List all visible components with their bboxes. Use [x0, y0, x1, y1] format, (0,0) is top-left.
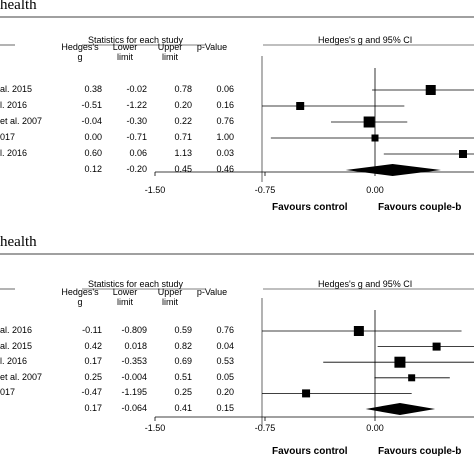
forest-plot-2: health Statistics for each study Hedges's …: [0, 234, 474, 474]
study-upper: 0.82: [174, 340, 192, 351]
study-g: -0.11: [82, 325, 102, 335]
study-p: 0.05: [216, 371, 234, 382]
study-p: 1.00: [216, 132, 234, 142]
study-p: 0.76: [216, 325, 234, 335]
study-label: et al. 2007: [0, 371, 43, 382]
study-g: 0.38: [84, 84, 102, 94]
plot-header: Hedges's g and 95% CI: [318, 35, 413, 45]
forest-svg: [0, 16, 474, 182]
column-header-p: p-Value: [196, 42, 228, 52]
summary-diamond: [365, 403, 436, 415]
effect-marker: [302, 389, 311, 398]
study-upper: 0.78: [174, 84, 192, 94]
study-label: al. 2016: [0, 325, 33, 335]
study-g: 0.00: [84, 132, 102, 142]
column-header-upper: Upper limit: [157, 42, 183, 62]
forest-svg: [0, 253, 474, 428]
study-p: 0.16: [216, 100, 234, 110]
study-g: -0.47: [81, 387, 102, 398]
summary-upper: 0.41: [174, 403, 192, 413]
study-lower: -0.353: [121, 356, 147, 367]
summary-upper: 0.45: [174, 164, 192, 174]
section-title: health: [0, 234, 37, 250]
study-p: 0.53: [216, 356, 234, 367]
x-tick-label: -1.50: [144, 185, 166, 195]
study-g: -0.04: [81, 116, 102, 126]
study-upper: 0.59: [174, 325, 192, 335]
study-lower: -1.195: [121, 387, 147, 398]
study-g: 0.60: [84, 148, 102, 158]
x-tick-label: 0.00: [366, 185, 384, 195]
effect-marker: [394, 356, 406, 368]
favours-treatment: Favours couple-b: [378, 202, 462, 213]
study-lower: -1.22: [126, 100, 147, 110]
study-upper: 0.20: [174, 100, 192, 110]
column-header-p: p-Value: [196, 287, 228, 297]
effect-marker: [371, 134, 379, 142]
x-tick-label: -0.75: [254, 423, 276, 433]
study-label: 017: [0, 387, 16, 398]
forest-plot-1: health Statistics for each study Hedges's …: [0, 0, 474, 213]
study-p: 0.03: [216, 148, 234, 158]
effect-marker: [353, 326, 364, 336]
favours-control: Favours control: [272, 202, 348, 213]
study-lower: 0.018: [124, 340, 147, 351]
summary-diamond: [345, 164, 441, 176]
x-tick-label: -0.75: [254, 185, 276, 195]
study-p: 0.04: [216, 340, 234, 351]
effect-marker: [425, 85, 436, 95]
favours-treatment: Favours couple-b: [378, 446, 462, 457]
study-label: l. 2016: [0, 356, 28, 367]
column-header-g: Hedges's g: [61, 287, 99, 307]
study-g: 0.17: [84, 356, 102, 367]
summary-g: 0.12: [84, 164, 102, 174]
favours-control: Favours control: [272, 446, 348, 457]
study-lower: -0.71: [126, 132, 147, 142]
study-upper: 0.71: [174, 132, 192, 142]
column-header-g: Hedges's g: [61, 42, 99, 62]
effect-marker: [363, 116, 375, 128]
x-tick-label: 0.00: [366, 423, 384, 433]
study-upper: 1.13: [174, 148, 192, 158]
study-upper: 0.69: [174, 356, 192, 367]
study-label: al. 2015: [0, 340, 33, 351]
study-label: 017: [0, 132, 16, 142]
effect-marker: [432, 342, 441, 351]
effect-marker: [459, 150, 467, 158]
study-p: 0.76: [216, 116, 234, 126]
study-lower: 0.06: [129, 148, 147, 158]
study-label: al. 2015: [0, 84, 33, 94]
summary-lower: -0.064: [121, 403, 147, 413]
group-header: Statistics for each study: [88, 35, 184, 45]
summary-g: 0.17: [84, 403, 102, 413]
summary-p: 0.46: [216, 164, 234, 174]
study-label: l. 2016: [0, 148, 28, 158]
study-label: l. 2016: [0, 100, 28, 110]
column-header-upper: Upper limit: [157, 287, 183, 307]
study-label: et al. 2007: [0, 116, 43, 126]
section-title: health: [0, 0, 37, 13]
study-p: 0.06: [216, 84, 234, 94]
study-upper: 0.51: [174, 371, 192, 382]
column-header-lower: Lower limit: [112, 42, 138, 62]
study-g: 0.25: [84, 371, 102, 382]
plot-header: Hedges's g and 95% CI: [318, 279, 413, 289]
study-g: -0.51: [81, 100, 102, 110]
study-lower: -0.004: [121, 371, 147, 382]
study-p: 0.20: [216, 387, 234, 398]
column-header-lower: Lower limit: [112, 287, 138, 307]
study-lower: -0.809: [121, 325, 147, 335]
effect-marker: [296, 102, 305, 110]
study-upper: 0.22: [174, 116, 192, 126]
effect-marker: [408, 374, 416, 382]
study-lower: -0.30: [126, 116, 147, 126]
x-tick-label: -1.50: [144, 423, 166, 433]
study-lower: -0.02: [126, 84, 147, 94]
study-g: 0.42: [84, 340, 102, 351]
study-upper: 0.25: [174, 387, 192, 398]
summary-lower: -0.20: [126, 164, 147, 174]
summary-p: 0.15: [216, 403, 234, 413]
group-header: Statistics for each study: [88, 279, 184, 289]
